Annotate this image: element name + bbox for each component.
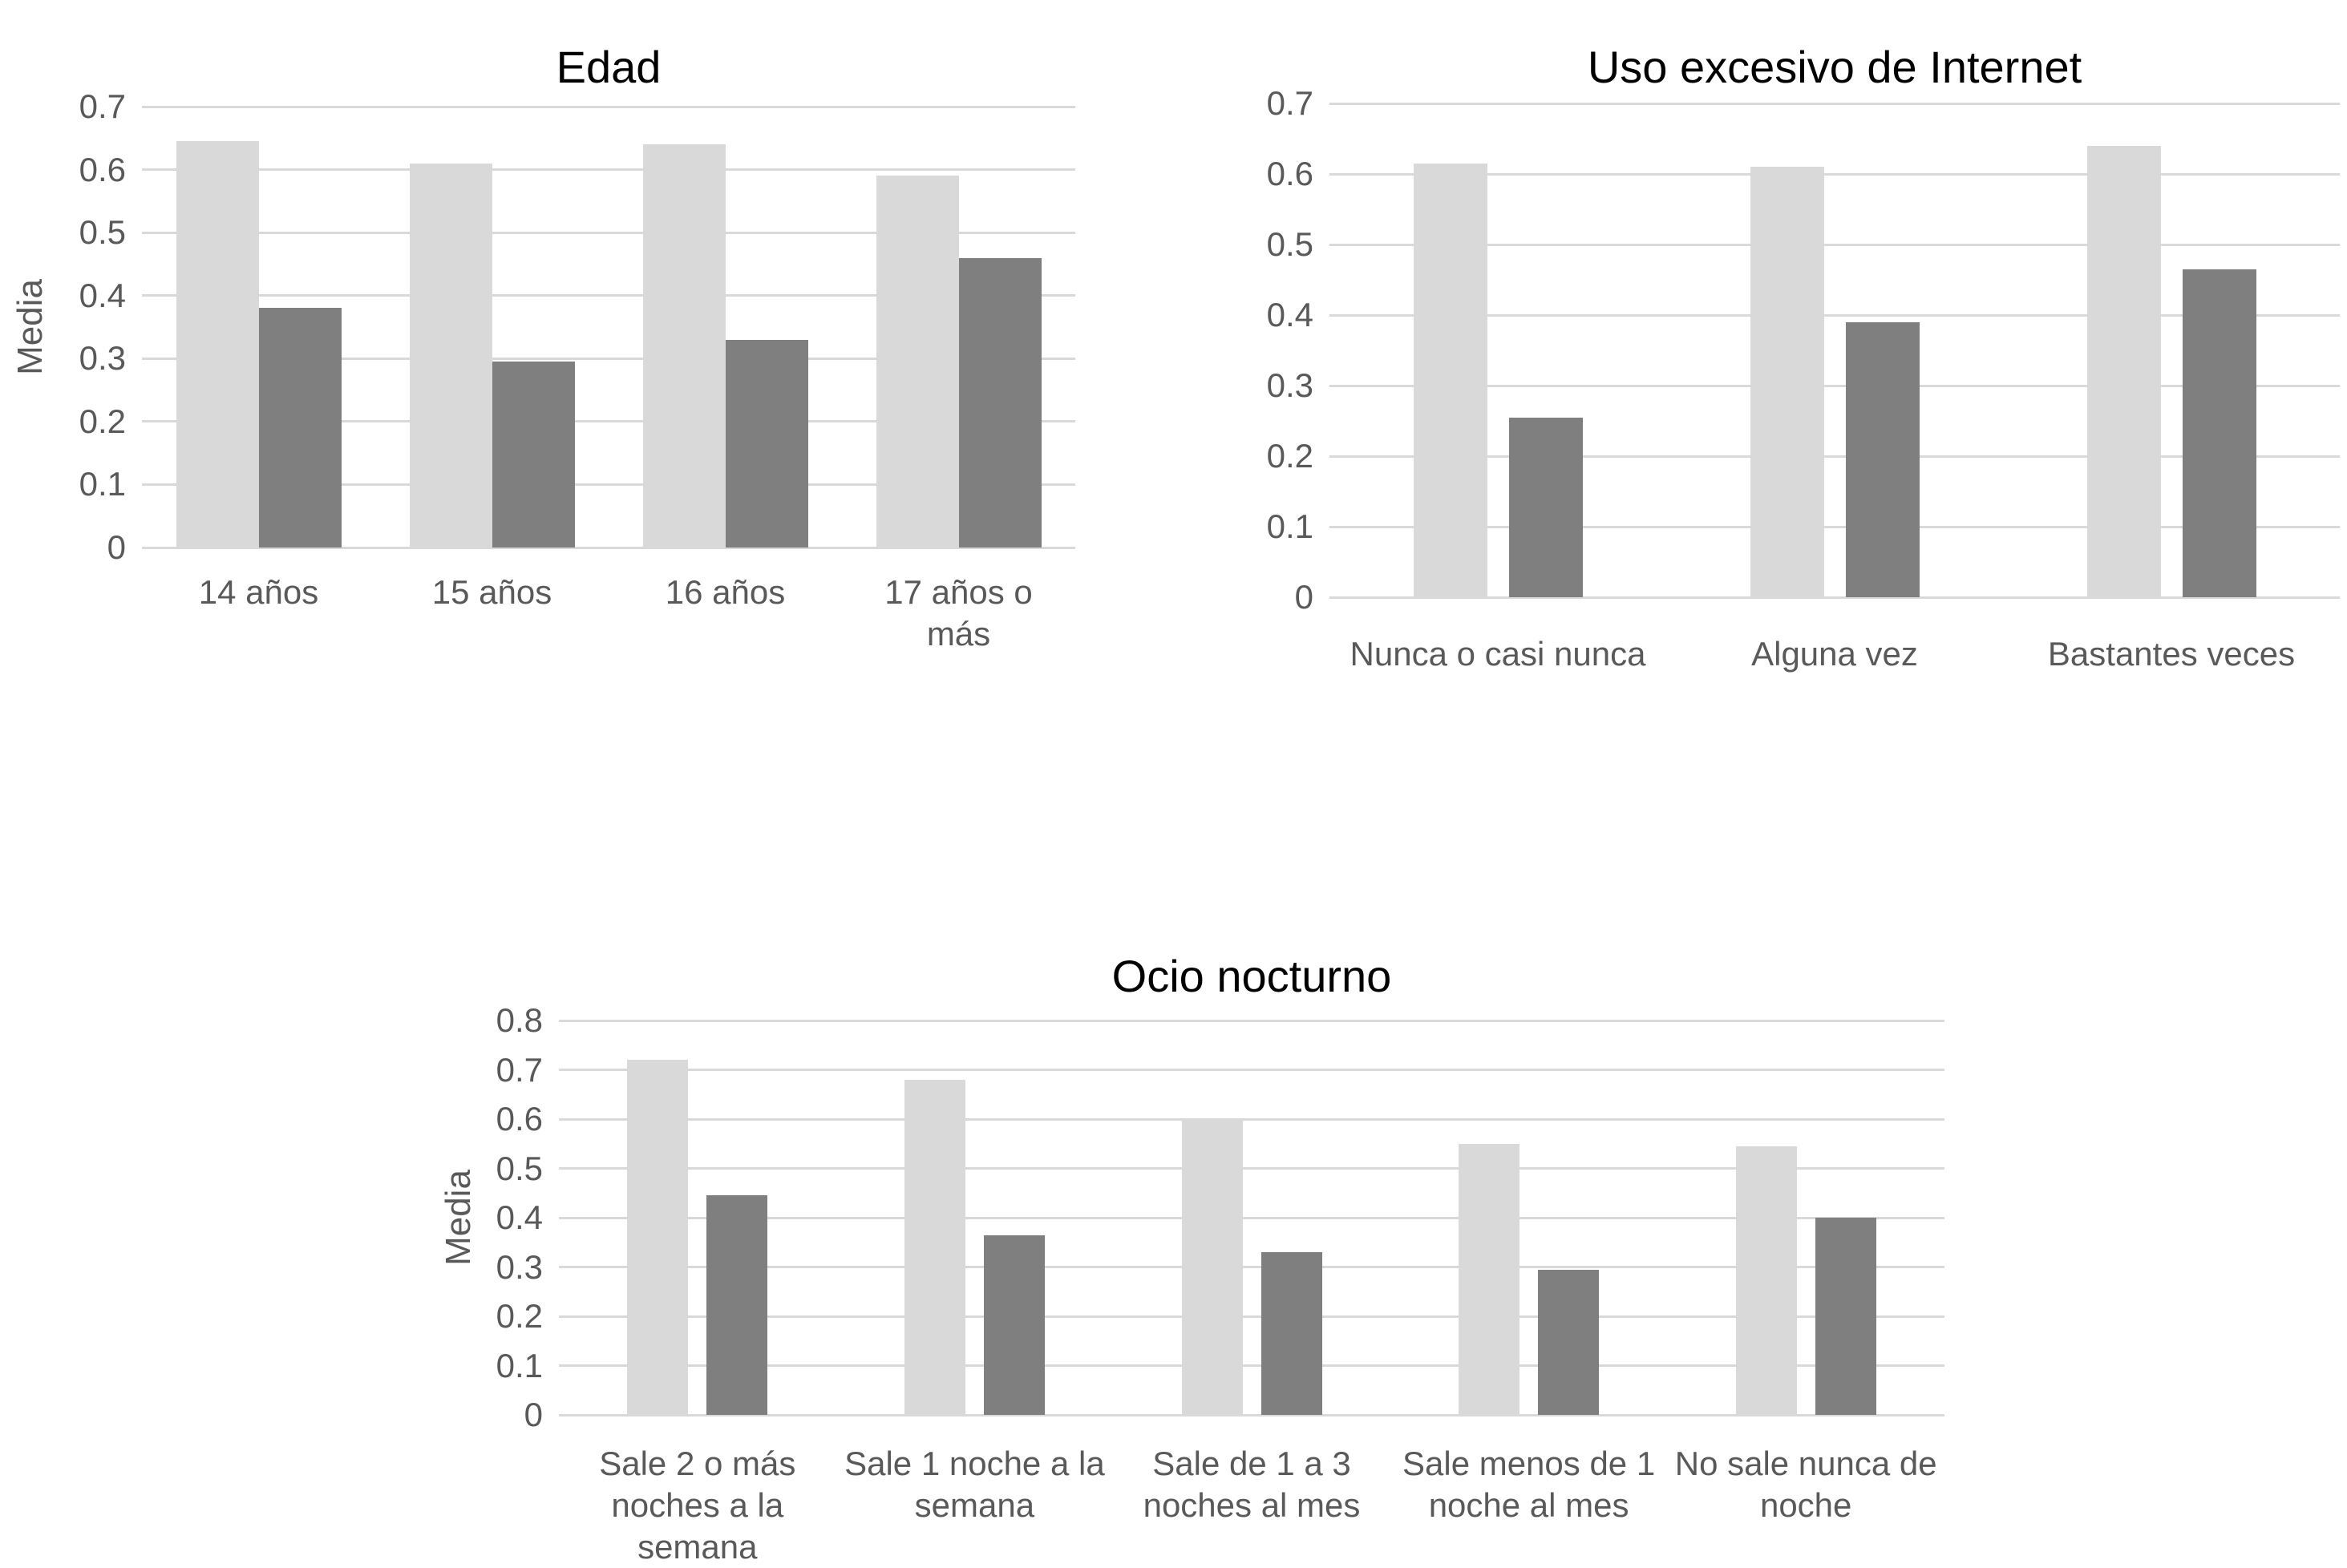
gridline [1329,243,2340,246]
y-tick-label: 0 [107,528,126,566]
bar-dark [492,362,575,548]
y-tick-label: 0.1 [1266,507,1313,545]
gridline [1329,313,2340,317]
x-category-label: 14 años [198,573,319,611]
bar-dark [1845,321,1920,597]
y-tick-label: 0.6 [1266,155,1313,192]
chart-title: Uso excesivo de Internet [1587,42,2082,93]
bar-light [1750,167,1824,597]
y-tick-label: 0.2 [79,402,126,440]
y-tick-label: 0.7 [79,87,126,125]
x-category-label: Sale 2 o más noches a la semana [599,1445,796,1566]
bar-light [904,1079,965,1415]
gridline [559,1266,1944,1268]
y-tick-label: 0.1 [79,465,126,503]
bar-light [176,141,259,548]
y-tick-label: 0.2 [496,1297,543,1335]
x-category-label: Sale menos de 1 noche al mes [1402,1445,1656,1524]
bar-dark [1538,1269,1600,1415]
bar-light [1413,163,1487,597]
gridline [142,483,1075,486]
bar-dark [2182,269,2256,597]
y-tick-label: 0.3 [79,339,126,378]
y-tick-label: 0.5 [496,1149,543,1187]
gridline [559,1216,1944,1219]
x-category-label: Bastantes veces [2047,635,2296,673]
bar-light [1459,1143,1520,1415]
gridline [559,1019,1944,1022]
bar-light [1735,1146,1797,1415]
x-category-label: No sale nunca de noche [1674,1445,1937,1524]
y-tick-label: 0.3 [1266,366,1313,404]
y-tick-label: 0.4 [496,1198,543,1236]
x-category-label: 17 años o más [884,573,1033,653]
bar-light [876,176,959,548]
gridline [559,1413,1944,1416]
y-tick-label: 0.4 [79,276,126,314]
bar-light [642,144,726,548]
gridline [1329,102,2340,105]
y-tick-label: 0.6 [496,1100,543,1138]
gridline [142,420,1075,423]
y-tick-label: 0.1 [496,1346,543,1384]
gridline [559,1069,1944,1071]
y-tick-label: 0.4 [1266,296,1313,333]
gridline [142,105,1075,108]
y-tick-label: 0.6 [79,150,126,188]
gridline [142,231,1075,234]
gridline [142,294,1075,297]
bar-dark [706,1195,768,1415]
chart-title: Ocio nocturno [1111,951,1392,1002]
y-tick-label: 0.8 [496,1001,543,1039]
bar-light [627,1060,689,1415]
gridline [1329,596,2340,599]
y-tick-label: 0.5 [1266,225,1313,263]
y-tick-label: 0 [1294,578,1313,616]
bar-dark [1508,417,1583,597]
bar-light [1181,1119,1243,1415]
bar-dark [1815,1218,1876,1415]
gridline [559,1167,1944,1170]
gridline [559,1315,1944,1318]
y-tick-label: 0.3 [496,1247,543,1286]
x-category-label: Sale 1 noche a la semana [844,1445,1105,1524]
bar-dark [1261,1252,1322,1415]
gridline [142,546,1075,549]
gridline [1329,525,2340,528]
bar-light [409,163,492,548]
x-category-label: Nunca o casi nunca [1350,635,1646,673]
gridline [1329,384,2340,387]
bar-dark [983,1235,1045,1415]
gridline [559,1117,1944,1121]
x-category-label: Sale de 1 a 3 noches al mes [1143,1445,1361,1524]
y-tick-label: 0 [524,1396,543,1433]
y-tick-label: 0.7 [1266,84,1313,122]
gridline [559,1364,1944,1367]
y-tick-label: 0.7 [496,1050,543,1089]
gridline [142,168,1075,172]
gridline [142,357,1075,360]
x-category-label: Alguna vez [1751,635,1918,673]
x-category-label: 15 años [431,573,552,611]
bar-dark [958,257,1042,548]
gridline [1329,172,2340,176]
bar-dark [258,308,342,548]
y-tick-label: 0.2 [1266,437,1313,475]
y-tick-label: 0.5 [79,213,126,252]
chart-title: Edad [556,42,662,93]
bar-dark [725,339,808,548]
bar-light [2086,145,2161,597]
x-category-label: 16 años [665,573,786,611]
gridline [1329,455,2340,458]
